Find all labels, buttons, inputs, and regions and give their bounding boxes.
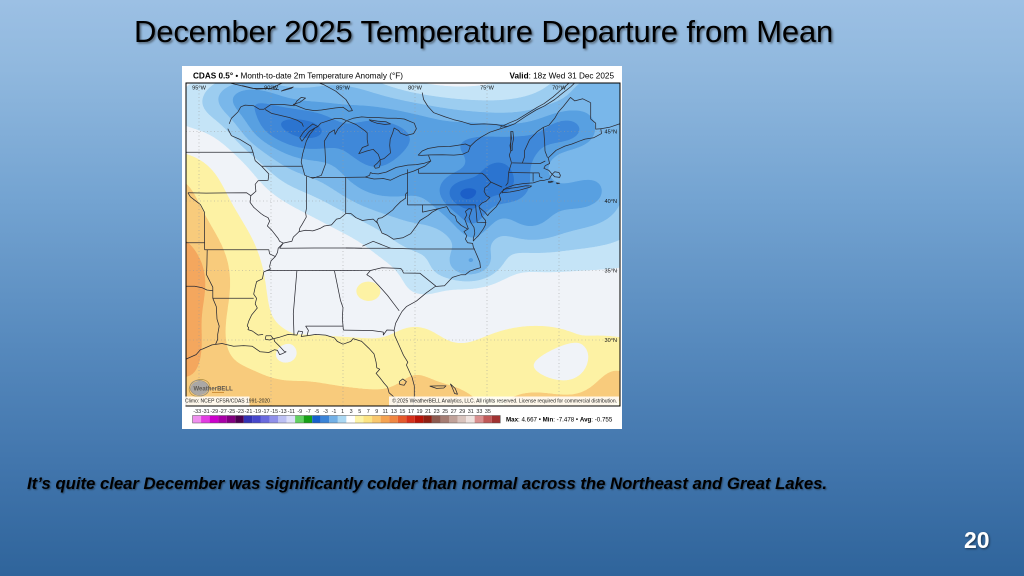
svg-text:9: 9 xyxy=(375,409,378,415)
svg-text:11: 11 xyxy=(382,409,388,415)
svg-text:5: 5 xyxy=(358,409,361,415)
svg-text:-7: -7 xyxy=(306,409,311,415)
svg-text:33: 33 xyxy=(476,409,482,415)
svg-text:7: 7 xyxy=(367,409,370,415)
svg-text:-21: -21 xyxy=(245,409,253,415)
svg-text:-9: -9 xyxy=(297,409,302,415)
svg-text:17: 17 xyxy=(408,409,414,415)
svg-text:95°W: 95°W xyxy=(192,86,206,92)
svg-text:WeatherBELL: WeatherBELL xyxy=(194,387,234,393)
svg-text:31: 31 xyxy=(468,409,474,415)
svg-text:3: 3 xyxy=(350,409,353,415)
svg-text:35°N: 35°N xyxy=(605,269,618,275)
svg-text:90°W: 90°W xyxy=(264,86,278,92)
svg-text:-29: -29 xyxy=(210,409,218,415)
svg-text:-3: -3 xyxy=(323,409,328,415)
svg-text:-23: -23 xyxy=(236,409,244,415)
svg-text:29: 29 xyxy=(459,409,465,415)
svg-text:30°N: 30°N xyxy=(605,338,618,344)
svg-text:Valid: 18z Wed 31 Dec 2025: Valid: 18z Wed 31 Dec 2025 xyxy=(509,72,614,81)
svg-text:-15: -15 xyxy=(270,409,278,415)
svg-text:35: 35 xyxy=(485,409,491,415)
svg-text:19: 19 xyxy=(417,409,423,415)
svg-text:13: 13 xyxy=(391,409,397,415)
svg-text:© 2025 WeatherBELL Analytics,: © 2025 WeatherBELL Analytics, LLC. All r… xyxy=(392,398,617,405)
svg-text:85°W: 85°W xyxy=(336,86,350,92)
svg-text:-19: -19 xyxy=(253,409,261,415)
svg-text:21: 21 xyxy=(425,409,431,415)
svg-text:-27: -27 xyxy=(219,409,227,415)
svg-text:80°W: 80°W xyxy=(408,86,422,92)
svg-text:23: 23 xyxy=(434,409,440,415)
svg-text:-13: -13 xyxy=(279,409,287,415)
svg-text:-11: -11 xyxy=(288,409,295,415)
svg-text:27: 27 xyxy=(451,409,457,415)
svg-text:-1: -1 xyxy=(332,409,337,415)
svg-text:-25: -25 xyxy=(228,409,236,415)
svg-text:Climo: NCEP CFSR/CDAS 1991-202: Climo: NCEP CFSR/CDAS 1991-2020 xyxy=(185,399,270,405)
svg-text:15: 15 xyxy=(399,409,405,415)
svg-text:-33: -33 xyxy=(193,409,201,415)
svg-text:-17: -17 xyxy=(262,409,270,415)
svg-text:40°N: 40°N xyxy=(605,199,618,205)
svg-text:25: 25 xyxy=(442,409,448,415)
svg-text:-31: -31 xyxy=(202,409,210,415)
svg-text:Max: 4.667 • Min: -7.478 • Avg: Max: 4.667 • Min: -7.478 • Avg: -0.755 xyxy=(506,417,613,424)
svg-text:1: 1 xyxy=(341,409,344,415)
svg-text:45°N: 45°N xyxy=(605,130,618,136)
svg-text:-5: -5 xyxy=(315,409,320,415)
svg-text:75°W: 75°W xyxy=(480,86,494,92)
svg-text:70°W: 70°W xyxy=(552,86,566,92)
svg-text:CDAS 0.5° • Month-to-date 2m T: CDAS 0.5° • Month-to-date 2m Temperature… xyxy=(193,72,403,81)
